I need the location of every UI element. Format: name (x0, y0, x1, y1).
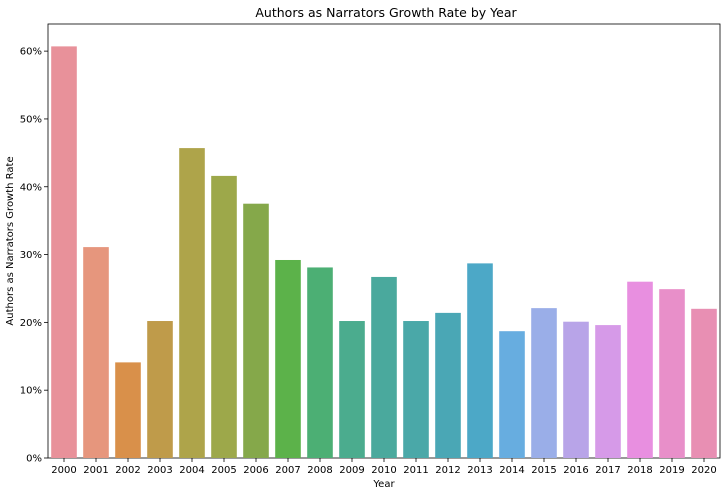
x-tick-label: 2015 (531, 465, 556, 476)
x-tick-label: 2014 (499, 465, 524, 476)
x-tick-label: 2018 (627, 465, 652, 476)
bar-2005 (211, 175, 237, 458)
x-tick-label: 2007 (275, 465, 300, 476)
x-tick-label: 2005 (211, 465, 236, 476)
bar-2000 (51, 46, 77, 458)
bar-2001 (83, 247, 109, 458)
bar-2014 (499, 331, 525, 458)
bar-2007 (275, 259, 301, 458)
bar-2017 (595, 325, 621, 458)
y-tick-label: 10% (20, 386, 42, 397)
x-tick-label: 2004 (179, 465, 204, 476)
x-tick-label: 2006 (243, 465, 268, 476)
x-tick-label: 2012 (435, 465, 460, 476)
x-tick-label: 2011 (403, 465, 428, 476)
bar-2012 (435, 312, 461, 458)
bar-2009 (339, 321, 365, 458)
y-axis-label: Authors as Narrators Growth Rate (5, 156, 16, 325)
x-tick-label: 2003 (147, 465, 172, 476)
bar-2020 (691, 308, 717, 458)
bar-2011 (403, 321, 429, 458)
bar-2015 (531, 308, 557, 458)
y-tick-label: 0% (26, 454, 42, 465)
bar-2004 (179, 148, 205, 458)
x-tick-label: 2013 (467, 465, 492, 476)
bar-2006 (243, 203, 269, 458)
bar-2013 (467, 263, 493, 458)
y-tick-label: 60% (20, 47, 42, 58)
x-axis-ticks: 2000 2001 2002 2003 2004 2005 2006 2007 2008 2009… (51, 458, 717, 476)
y-tick-label: 50% (20, 114, 42, 125)
bar-2002 (115, 362, 141, 458)
x-tick-label: 2010 (371, 465, 396, 476)
y-tick-label: 20% (20, 318, 42, 329)
x-tick-label: 2020 (691, 465, 716, 476)
x-axis-label: Year (372, 479, 395, 490)
bar-2019 (659, 289, 685, 458)
x-tick-label: 2000 (51, 465, 76, 476)
chart-title: Authors as Narrators Growth Rate by Year (255, 5, 517, 20)
x-tick-label: 2002 (115, 465, 140, 476)
x-tick-label: 2019 (659, 465, 684, 476)
bar-2010 (371, 276, 397, 458)
x-tick-label: 2016 (563, 465, 588, 476)
x-tick-label: 2009 (339, 465, 364, 476)
y-axis-ticks: 0% 10% 20% 30% 40% 50% 60% (20, 47, 48, 465)
bar-2003 (147, 321, 173, 458)
y-tick-label: 40% (20, 182, 42, 193)
x-tick-label: 2008 (307, 465, 332, 476)
y-tick-label: 30% (20, 250, 42, 261)
bar-2008 (307, 267, 333, 458)
x-tick-label: 2017 (595, 465, 620, 476)
bar-2018 (627, 281, 653, 458)
bar-2016 (563, 321, 589, 458)
x-tick-label: 2001 (83, 465, 108, 476)
bars-group (51, 46, 717, 458)
